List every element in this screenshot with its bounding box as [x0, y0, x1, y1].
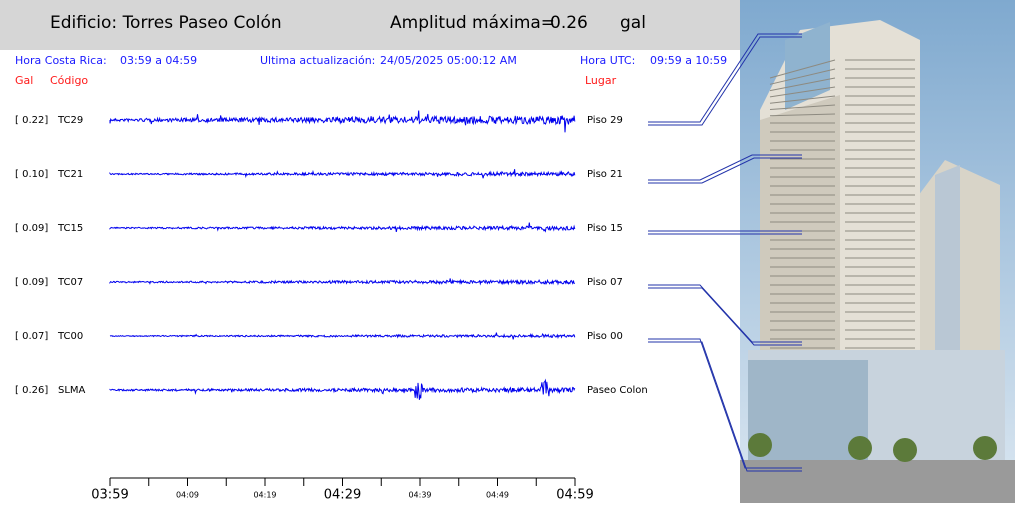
- station-gal: [ 0.22]: [15, 115, 48, 126]
- station-code: TC15: [57, 223, 83, 234]
- amplitude-value: 0.26: [550, 13, 588, 33]
- utc-label: Hora UTC:: [580, 54, 635, 67]
- place-header: Lugar: [585, 74, 617, 87]
- time-label: 04:09: [176, 491, 199, 500]
- building-name: Edificio: Torres Paseo Colón: [50, 13, 282, 33]
- building-photo: [740, 0, 1015, 503]
- station-place: Piso 07: [587, 277, 623, 288]
- station-code: TC07: [57, 277, 83, 288]
- floor-line: [769, 113, 836, 117]
- station-code: SLMA: [58, 385, 86, 396]
- update-value: 24/05/2025 05:00:12 AM: [380, 54, 517, 67]
- connector-lines: [648, 33, 802, 472]
- time-label: 04:59: [556, 488, 593, 503]
- floor-line: [769, 77, 836, 92]
- time-label: 04:29: [324, 488, 361, 503]
- station-place: Piso 00: [587, 331, 623, 342]
- floor-line: [769, 86, 836, 98]
- update-label: Ultima actualización:: [260, 54, 375, 67]
- local-label: Hora Costa Rica:: [15, 54, 107, 67]
- header-bar: [0, 0, 740, 50]
- station-gal: [ 0.10]: [15, 169, 48, 180]
- time-label: 03:59: [91, 488, 128, 503]
- station-place: Paseo Colon: [587, 385, 648, 396]
- code-header: Código: [50, 74, 88, 87]
- floor-line: [769, 104, 836, 110]
- station-gal: [ 0.26]: [15, 385, 48, 396]
- station-gal: [ 0.07]: [15, 331, 48, 342]
- station-gal: [ 0.09]: [15, 277, 48, 288]
- time-label: 04:49: [486, 491, 509, 500]
- station-code: TC21: [57, 169, 83, 180]
- station-code: TC29: [57, 115, 83, 126]
- floor-line: [769, 68, 836, 85]
- waveform: [109, 278, 575, 286]
- time-label: 04:19: [253, 491, 276, 500]
- waveform: [109, 222, 576, 233]
- utc-range: 09:59 a 10:59: [650, 54, 727, 67]
- time-label: 04:39: [408, 491, 431, 500]
- floor-line: [769, 95, 836, 104]
- station-place: Piso 15: [587, 223, 623, 234]
- local-range: 03:59 a 04:59: [120, 54, 197, 67]
- station-gal: [ 0.09]: [15, 223, 48, 234]
- station-code: TC00: [57, 331, 83, 342]
- waveform: [109, 169, 576, 179]
- floor-line: [769, 59, 836, 79]
- station-place: Piso 29: [587, 115, 623, 126]
- amplitude-label: Amplitud máxima=: [390, 13, 555, 33]
- waveform: [109, 378, 576, 400]
- waveform: [109, 332, 576, 340]
- waveform: [109, 110, 576, 133]
- gal-header: Gal: [15, 74, 33, 87]
- station-place: Piso 21: [587, 169, 623, 180]
- amplitude-unit: gal: [620, 13, 646, 33]
